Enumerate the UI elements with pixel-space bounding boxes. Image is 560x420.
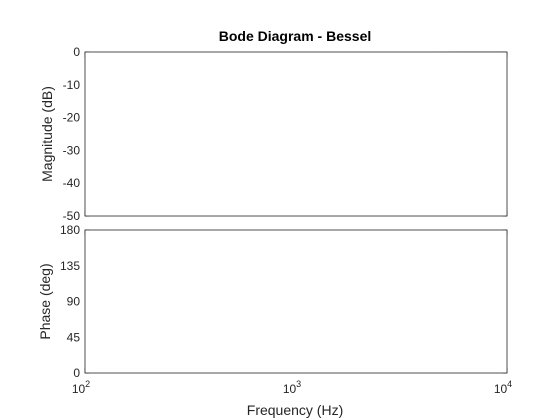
phase-y-tick-label: 90 (67, 295, 81, 309)
magnitude-y-tick-label: -20 (63, 111, 81, 125)
magnitude-panel: 0 -10 -20 -30 -40 -50 Magnitude (dB) (39, 45, 508, 223)
x-tick-label: 104 (494, 379, 512, 396)
phase-y-tick-label: 135 (60, 259, 80, 273)
phase-panel: 0 45 90 135 180 Phase (deg) 102 103 104 (37, 223, 512, 396)
magnitude-y-tick-label: -10 (63, 78, 81, 92)
magnitude-y-tick-label: -50 (63, 209, 81, 223)
x-axis-label: Frequency (Hz) (247, 402, 343, 418)
magnitude-y-tick-label: -40 (63, 176, 81, 190)
magnitude-y-axis-label: Magnitude (dB) (39, 86, 55, 182)
phase-y-tick-label: 0 (73, 366, 80, 380)
phase-y-axis-label: Phase (deg) (37, 263, 53, 339)
x-tick-label: 103 (283, 379, 301, 396)
magnitude-y-tick-label: -30 (63, 143, 81, 157)
magnitude-y-tick-label: 0 (73, 45, 80, 59)
phase-axes-frame (84, 229, 508, 374)
x-tick-label: 102 (72, 379, 90, 396)
chart-title: Bode Diagram - Bessel (219, 28, 372, 44)
magnitude-axes-frame (84, 51, 508, 217)
phase-y-tick-label: 45 (67, 330, 81, 344)
phase-y-tick-label: 180 (60, 223, 80, 237)
